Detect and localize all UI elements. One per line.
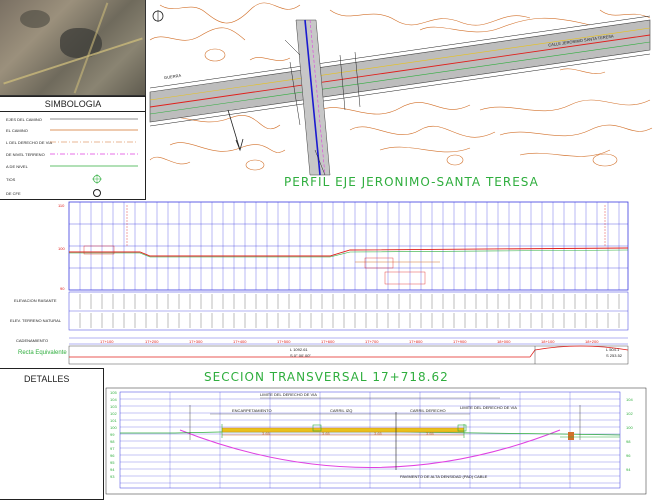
section-right-tick: 94 <box>626 467 631 472</box>
section-y-tick: 104 <box>110 397 117 402</box>
section-y-tick: 102 <box>110 411 117 416</box>
station-label: 18+100 <box>541 339 555 344</box>
dim-label: 3.65 <box>322 431 330 436</box>
profile-y-label: 90 <box>60 286 65 291</box>
station-label: 17+700 <box>365 339 379 344</box>
legend-item-label: DE NIVEL TERRENO <box>6 152 45 157</box>
details-label: DETALLES <box>24 374 70 384</box>
section-y-tick: 98 <box>110 439 115 444</box>
station-label: 17+200 <box>145 339 159 344</box>
legend-item-label: EL CAMINO <box>6 128 28 133</box>
station-label: 17+900 <box>453 339 467 344</box>
curve-label-right2: S 253.52 <box>606 353 623 358</box>
curve-label-mid: L 1092.61 <box>290 347 308 352</box>
section-y-tick: 99 <box>110 432 115 437</box>
legend-box: SIMBOLOGIA <box>0 96 146 200</box>
pipe-note: PAVIMENTO DE ALTA DENSIDAD (PAD) CABLE <box>400 474 488 479</box>
terrain-row-label: ELEV. TERRENO NATURAL <box>10 318 62 323</box>
profile-y-label: 100 <box>58 246 65 251</box>
section-y-tick: 97 <box>110 446 115 451</box>
section-y-tick: 105 <box>110 390 117 395</box>
section-y-tick: 101 <box>110 418 117 423</box>
legend-symbols <box>50 118 138 197</box>
section-y-tick: 94 <box>110 467 115 472</box>
station-label: 17+400 <box>233 339 247 344</box>
station-label: 17+600 <box>321 339 335 344</box>
curve-label-right: L 504.1 <box>606 347 620 352</box>
station-label: 18+000 <box>497 339 511 344</box>
legend-item-label: EJES DEL CAMINO <box>6 117 42 122</box>
section-title: SECCION TRANSVERSAL 17+718.62 <box>204 370 449 384</box>
lane-mid-note: CARRIL IZQ <box>330 408 353 413</box>
station-label: 17+300 <box>189 339 203 344</box>
legend-item-label: A DE NIVEL <box>6 164 28 169</box>
dim-label: 3.65 <box>426 431 434 436</box>
legend-title: SIMBOLOGIA <box>0 99 146 112</box>
section-right-tick: 96 <box>626 453 631 458</box>
profile-data-table <box>68 291 629 365</box>
curve-label-left: Recta Equivalente <box>18 350 67 356</box>
section-right-tick: 104 <box>626 397 633 402</box>
stationing-row-label: CADENAMIENTO <box>16 338 49 343</box>
station-label: 18+200 <box>585 339 599 344</box>
section-y-tick: 95 <box>110 460 115 465</box>
profile-y-label: 110 <box>58 203 65 208</box>
details-box <box>0 368 104 500</box>
legend-item-label: DE CFE <box>6 191 21 196</box>
section-right-tick: 100 <box>626 425 633 430</box>
profile-title: PERFIL EJE JERONIMO-SANTA TERESA <box>284 175 539 189</box>
aerial-map-thumbnail <box>0 0 146 96</box>
road-plan <box>149 10 651 176</box>
limit-right-note: LIMITE DEL DERECHO DE VIA <box>460 405 517 410</box>
section-y-tick: 93 <box>110 474 115 479</box>
cross-section <box>105 387 647 495</box>
legend-item-label: TIOS <box>6 177 16 182</box>
station-label: 17+500 <box>277 339 291 344</box>
dim-label: 3.65 <box>262 431 270 436</box>
lane-right-note: CARRIL DERECHO <box>410 408 446 413</box>
elevation-row-label: ELEVACION RASANTE <box>14 298 57 303</box>
station-label: 17+800 <box>409 339 423 344</box>
section-y-tick: 96 <box>110 453 115 458</box>
lane-left-note: ENCARPETAMIENTO <box>232 408 272 413</box>
section-right-tick: 102 <box>626 411 633 416</box>
profile-grid <box>68 201 629 291</box>
curve-label-mid2: S 0° 00' 00" <box>290 353 311 358</box>
limit-left-note: LIMITE DEL DERECHO DE VIA <box>260 392 317 397</box>
section-y-tick: 103 <box>110 404 117 409</box>
section-right-tick: 98 <box>626 439 631 444</box>
section-y-tick: 100 <box>110 425 117 430</box>
station-label: 17+100 <box>100 339 114 344</box>
dim-label: 3.65 <box>374 431 382 436</box>
legend-item-label: L DEL DERECHO DE VIA <box>6 140 53 145</box>
